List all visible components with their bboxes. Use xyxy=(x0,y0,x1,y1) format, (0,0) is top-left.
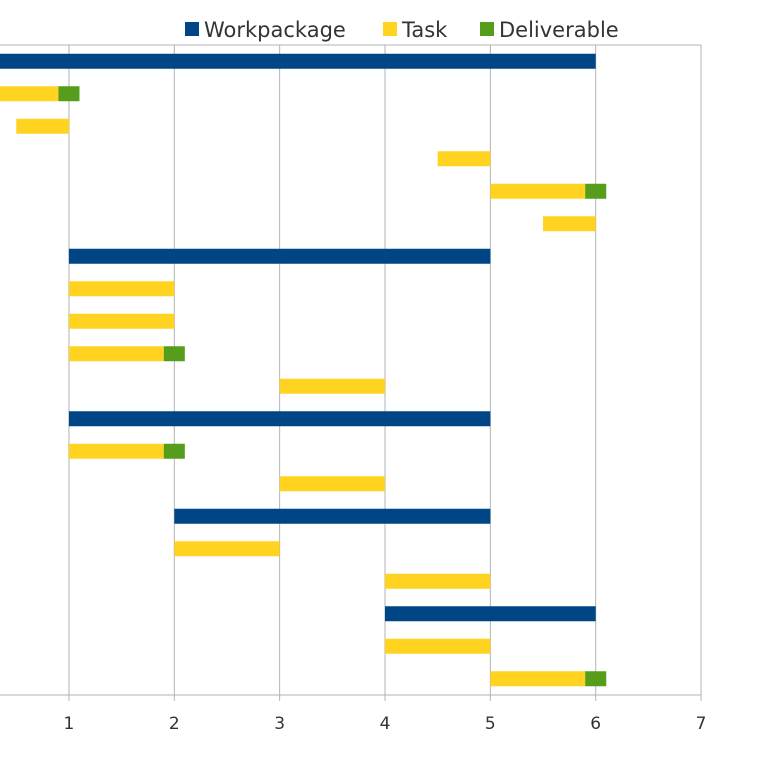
legend-label: Deliverable xyxy=(499,18,619,42)
x-axis-ticks: 1 2 3 4 5 6 7 xyxy=(64,714,707,734)
task-bar xyxy=(279,476,385,492)
task-bar xyxy=(16,118,69,134)
task-bar xyxy=(437,151,491,167)
deliverable-bar xyxy=(585,183,607,199)
deliverable-bar xyxy=(58,86,80,102)
workpackage-bar xyxy=(68,411,491,427)
task-bar xyxy=(174,541,280,557)
x-tick-label: 4 xyxy=(380,714,391,734)
workpackage-bar xyxy=(174,508,491,524)
legend-swatch-workpackage xyxy=(185,22,199,36)
task-bar xyxy=(490,671,586,687)
workpackage-bar xyxy=(385,606,596,622)
task-bar xyxy=(279,378,385,394)
task-bar xyxy=(385,638,491,654)
legend-swatch-deliverable xyxy=(480,22,494,36)
gridlines xyxy=(0,44,702,701)
x-tick-label: 5 xyxy=(485,714,496,734)
task-bar xyxy=(0,86,59,102)
task-bar xyxy=(68,346,164,362)
task-bar xyxy=(68,443,164,459)
task-bar xyxy=(490,183,586,199)
task-bar xyxy=(385,573,491,589)
workpackage-bar xyxy=(0,53,596,69)
x-tick-label: 2 xyxy=(169,714,180,734)
legend: Workpackage Task Deliverable xyxy=(185,18,619,42)
task-bar xyxy=(543,216,596,232)
x-tick-label: 1 xyxy=(64,714,75,734)
legend-swatch-task xyxy=(383,22,397,36)
x-tick-label: 7 xyxy=(696,714,707,734)
workpackage-bar xyxy=(68,248,491,264)
deliverable-bar xyxy=(163,346,185,362)
x-tick-label: 3 xyxy=(274,714,285,734)
deliverable-bar xyxy=(163,443,185,459)
bars xyxy=(0,53,607,687)
legend-label: Workpackage xyxy=(204,18,346,42)
deliverable-bar xyxy=(585,671,607,687)
legend-label: Task xyxy=(401,18,448,42)
task-bar xyxy=(68,281,175,297)
task-bar xyxy=(68,313,175,329)
x-tick-label: 6 xyxy=(590,714,601,734)
